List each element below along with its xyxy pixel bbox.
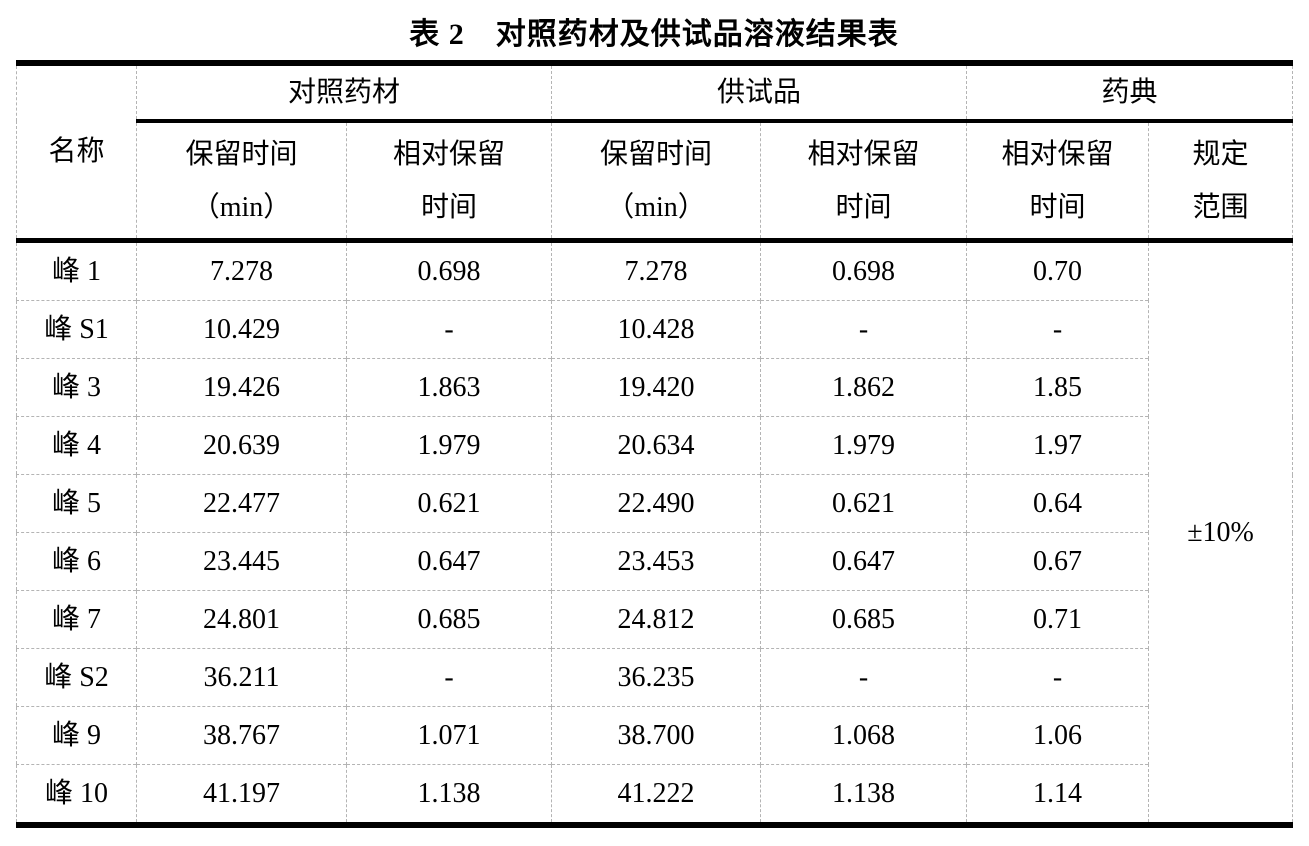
cell-pharm-relative: 1.14 xyxy=(966,764,1149,825)
sub-header-row: 保留时间 （min） 相对保留 时间 保留时间 （min） 相对保留 时间 相对… xyxy=(17,121,1293,243)
cell-test-relative: - xyxy=(760,648,967,707)
cell-test-relative: 0.647 xyxy=(760,532,967,591)
cell-test-relative: - xyxy=(760,300,967,359)
header-line: 时间 xyxy=(1029,191,1086,223)
header-line: （min） xyxy=(606,191,706,223)
group-header-row: 名称 对照药材 供试品 药典 xyxy=(16,63,1293,243)
header-line: （min） xyxy=(191,191,292,223)
cell-ref-retention: 19.426 xyxy=(136,358,347,417)
column-header-test-retention-time: 保留时间 （min） xyxy=(551,121,761,243)
cell-ref-retention: 10.429 xyxy=(136,300,347,359)
cell-test-retention: 24.812 xyxy=(551,590,761,649)
cell-peak-name: 峰 3 xyxy=(16,358,137,417)
column-header-name: 名称 xyxy=(16,63,137,243)
cell-ref-retention: 7.278 xyxy=(136,240,347,301)
table-header: 名称 对照药材 供试品 药典 保留时间 （min） 相对保留 时间 保留时间 （… xyxy=(16,63,1293,243)
header-line: 时间 xyxy=(421,191,478,223)
cell-test-retention: 10.428 xyxy=(551,300,761,359)
cell-test-retention: 23.453 xyxy=(551,532,761,591)
column-header-test-relative-retention: 相对保留 时间 xyxy=(760,121,967,243)
cell-peak-name: 峰 7 xyxy=(16,590,137,649)
table-row: 峰 3 19.426 1.863 19.420 1.862 1.85 xyxy=(16,358,1293,417)
column-header-ref-retention-time: 保留时间 （min） xyxy=(136,121,347,243)
column-header-pharm-relative-retention: 相对保留 时间 xyxy=(966,121,1149,243)
header-line: 规定 xyxy=(1192,138,1249,170)
cell-ref-relative: 0.647 xyxy=(345,532,552,591)
group-header-pharmacopoeia: 药典 xyxy=(966,63,1293,123)
cell-ref-relative: 0.698 xyxy=(345,240,552,301)
cell-ref-retention: 36.211 xyxy=(136,648,347,707)
cell-test-relative: 0.698 xyxy=(760,240,967,301)
cell-pharm-relative: 0.67 xyxy=(966,532,1149,591)
cell-pharm-relative: 1.85 xyxy=(966,358,1149,417)
cell-test-retention: 38.700 xyxy=(551,706,761,765)
header-line: 相对保留 xyxy=(807,138,920,170)
header-line: 相对保留 xyxy=(393,138,506,170)
cell-test-retention: 7.278 xyxy=(551,240,761,301)
group-header-test-sample: 供试品 xyxy=(551,63,967,123)
cell-test-relative: 1.068 xyxy=(760,706,967,765)
cell-peak-name: 峰 4 xyxy=(16,416,137,475)
header-line: 相对保留 xyxy=(1001,138,1114,170)
table-row: 峰 S1 10.429 - 10.428 - - xyxy=(16,300,1293,359)
cell-ref-retention: 24.801 xyxy=(136,590,347,649)
cell-peak-name: 峰 9 xyxy=(16,706,137,765)
results-table: 名称 对照药材 供试品 药典 保留时间 （min） 相对保留 时间 保留时间 （… xyxy=(16,60,1294,828)
cell-pharm-relative: 0.70 xyxy=(966,240,1149,301)
cell-ref-relative: 0.685 xyxy=(345,590,552,649)
cell-peak-name: 峰 10 xyxy=(16,764,137,825)
cell-test-retention: 20.634 xyxy=(551,416,761,475)
cell-ref-retention: 20.639 xyxy=(136,416,347,475)
cell-ref-relative: 1.138 xyxy=(345,764,552,825)
cell-test-retention: 41.222 xyxy=(551,764,761,825)
cell-ref-relative: - xyxy=(345,648,552,707)
cell-test-retention: 36.235 xyxy=(551,648,761,707)
cell-peak-name: 峰 S1 xyxy=(16,300,137,359)
cell-pharm-relative: 1.06 xyxy=(966,706,1149,765)
cell-pharm-relative: - xyxy=(966,300,1149,359)
cell-test-relative: 0.621 xyxy=(760,474,967,533)
cell-peak-name: 峰 S2 xyxy=(16,648,137,707)
cell-test-relative: 1.862 xyxy=(760,358,967,417)
table-row: 峰 S2 36.211 - 36.235 - - xyxy=(16,648,1293,707)
cell-ref-retention: 41.197 xyxy=(136,764,347,825)
cell-ref-relative: 1.979 xyxy=(345,416,552,475)
cell-test-retention: 19.420 xyxy=(551,358,761,417)
cell-ref-retention: 23.445 xyxy=(136,532,347,591)
table-row: 峰 6 23.445 0.647 23.453 0.647 0.67 xyxy=(16,532,1293,591)
table-row: 峰 10 41.197 1.138 41.222 1.138 1.14 xyxy=(16,764,1293,825)
table-body: 峰 1 7.278 0.698 7.278 0.698 0.70 ±10% 峰 … xyxy=(16,240,1293,825)
cell-ref-retention: 38.767 xyxy=(136,706,347,765)
table-row: 峰 9 38.767 1.071 38.700 1.068 1.06 xyxy=(16,706,1293,765)
cell-ref-relative: 0.621 xyxy=(345,474,552,533)
header-line: 保留时间 xyxy=(600,138,713,170)
cell-test-relative: 1.979 xyxy=(760,416,967,475)
cell-test-relative: 0.685 xyxy=(760,590,967,649)
cell-pharm-relative: 0.71 xyxy=(966,590,1149,649)
table-caption: 表 2 对照药材及供试品溶液结果表 xyxy=(409,18,899,51)
table-row: 峰 5 22.477 0.621 22.490 0.621 0.64 xyxy=(16,474,1293,533)
cell-ref-retention: 22.477 xyxy=(136,474,347,533)
cell-pharm-relative: - xyxy=(966,648,1149,707)
table-row: 峰 7 24.801 0.685 24.812 0.685 0.71 xyxy=(16,590,1293,649)
table-row: 峰 4 20.639 1.979 20.634 1.979 1.97 xyxy=(16,416,1293,475)
cell-peak-name: 峰 6 xyxy=(16,532,137,591)
cell-ref-relative: 1.071 xyxy=(345,706,552,765)
header-line: 时间 xyxy=(835,191,892,223)
table-row: 峰 1 7.278 0.698 7.278 0.698 0.70 ±10% xyxy=(17,240,1293,825)
cell-ref-relative: 1.863 xyxy=(345,358,552,417)
cell-test-relative: 1.138 xyxy=(760,764,967,825)
cell-specified-range: ±10% xyxy=(1148,240,1293,825)
cell-peak-name: 峰 5 xyxy=(16,474,137,533)
column-header-ref-relative-retention: 相对保留 时间 xyxy=(345,121,552,243)
header-line: 范围 xyxy=(1192,191,1249,223)
cell-pharm-relative: 1.97 xyxy=(966,416,1149,475)
cell-pharm-relative: 0.64 xyxy=(966,474,1149,533)
cell-ref-relative: - xyxy=(345,300,552,359)
cell-peak-name: 峰 1 xyxy=(51,255,101,287)
header-line: 保留时间 xyxy=(185,138,298,170)
group-header-reference-material: 对照药材 xyxy=(135,63,552,123)
cell-test-retention: 22.490 xyxy=(551,474,761,533)
column-header-specified-range: 规定 范围 xyxy=(1148,121,1293,243)
